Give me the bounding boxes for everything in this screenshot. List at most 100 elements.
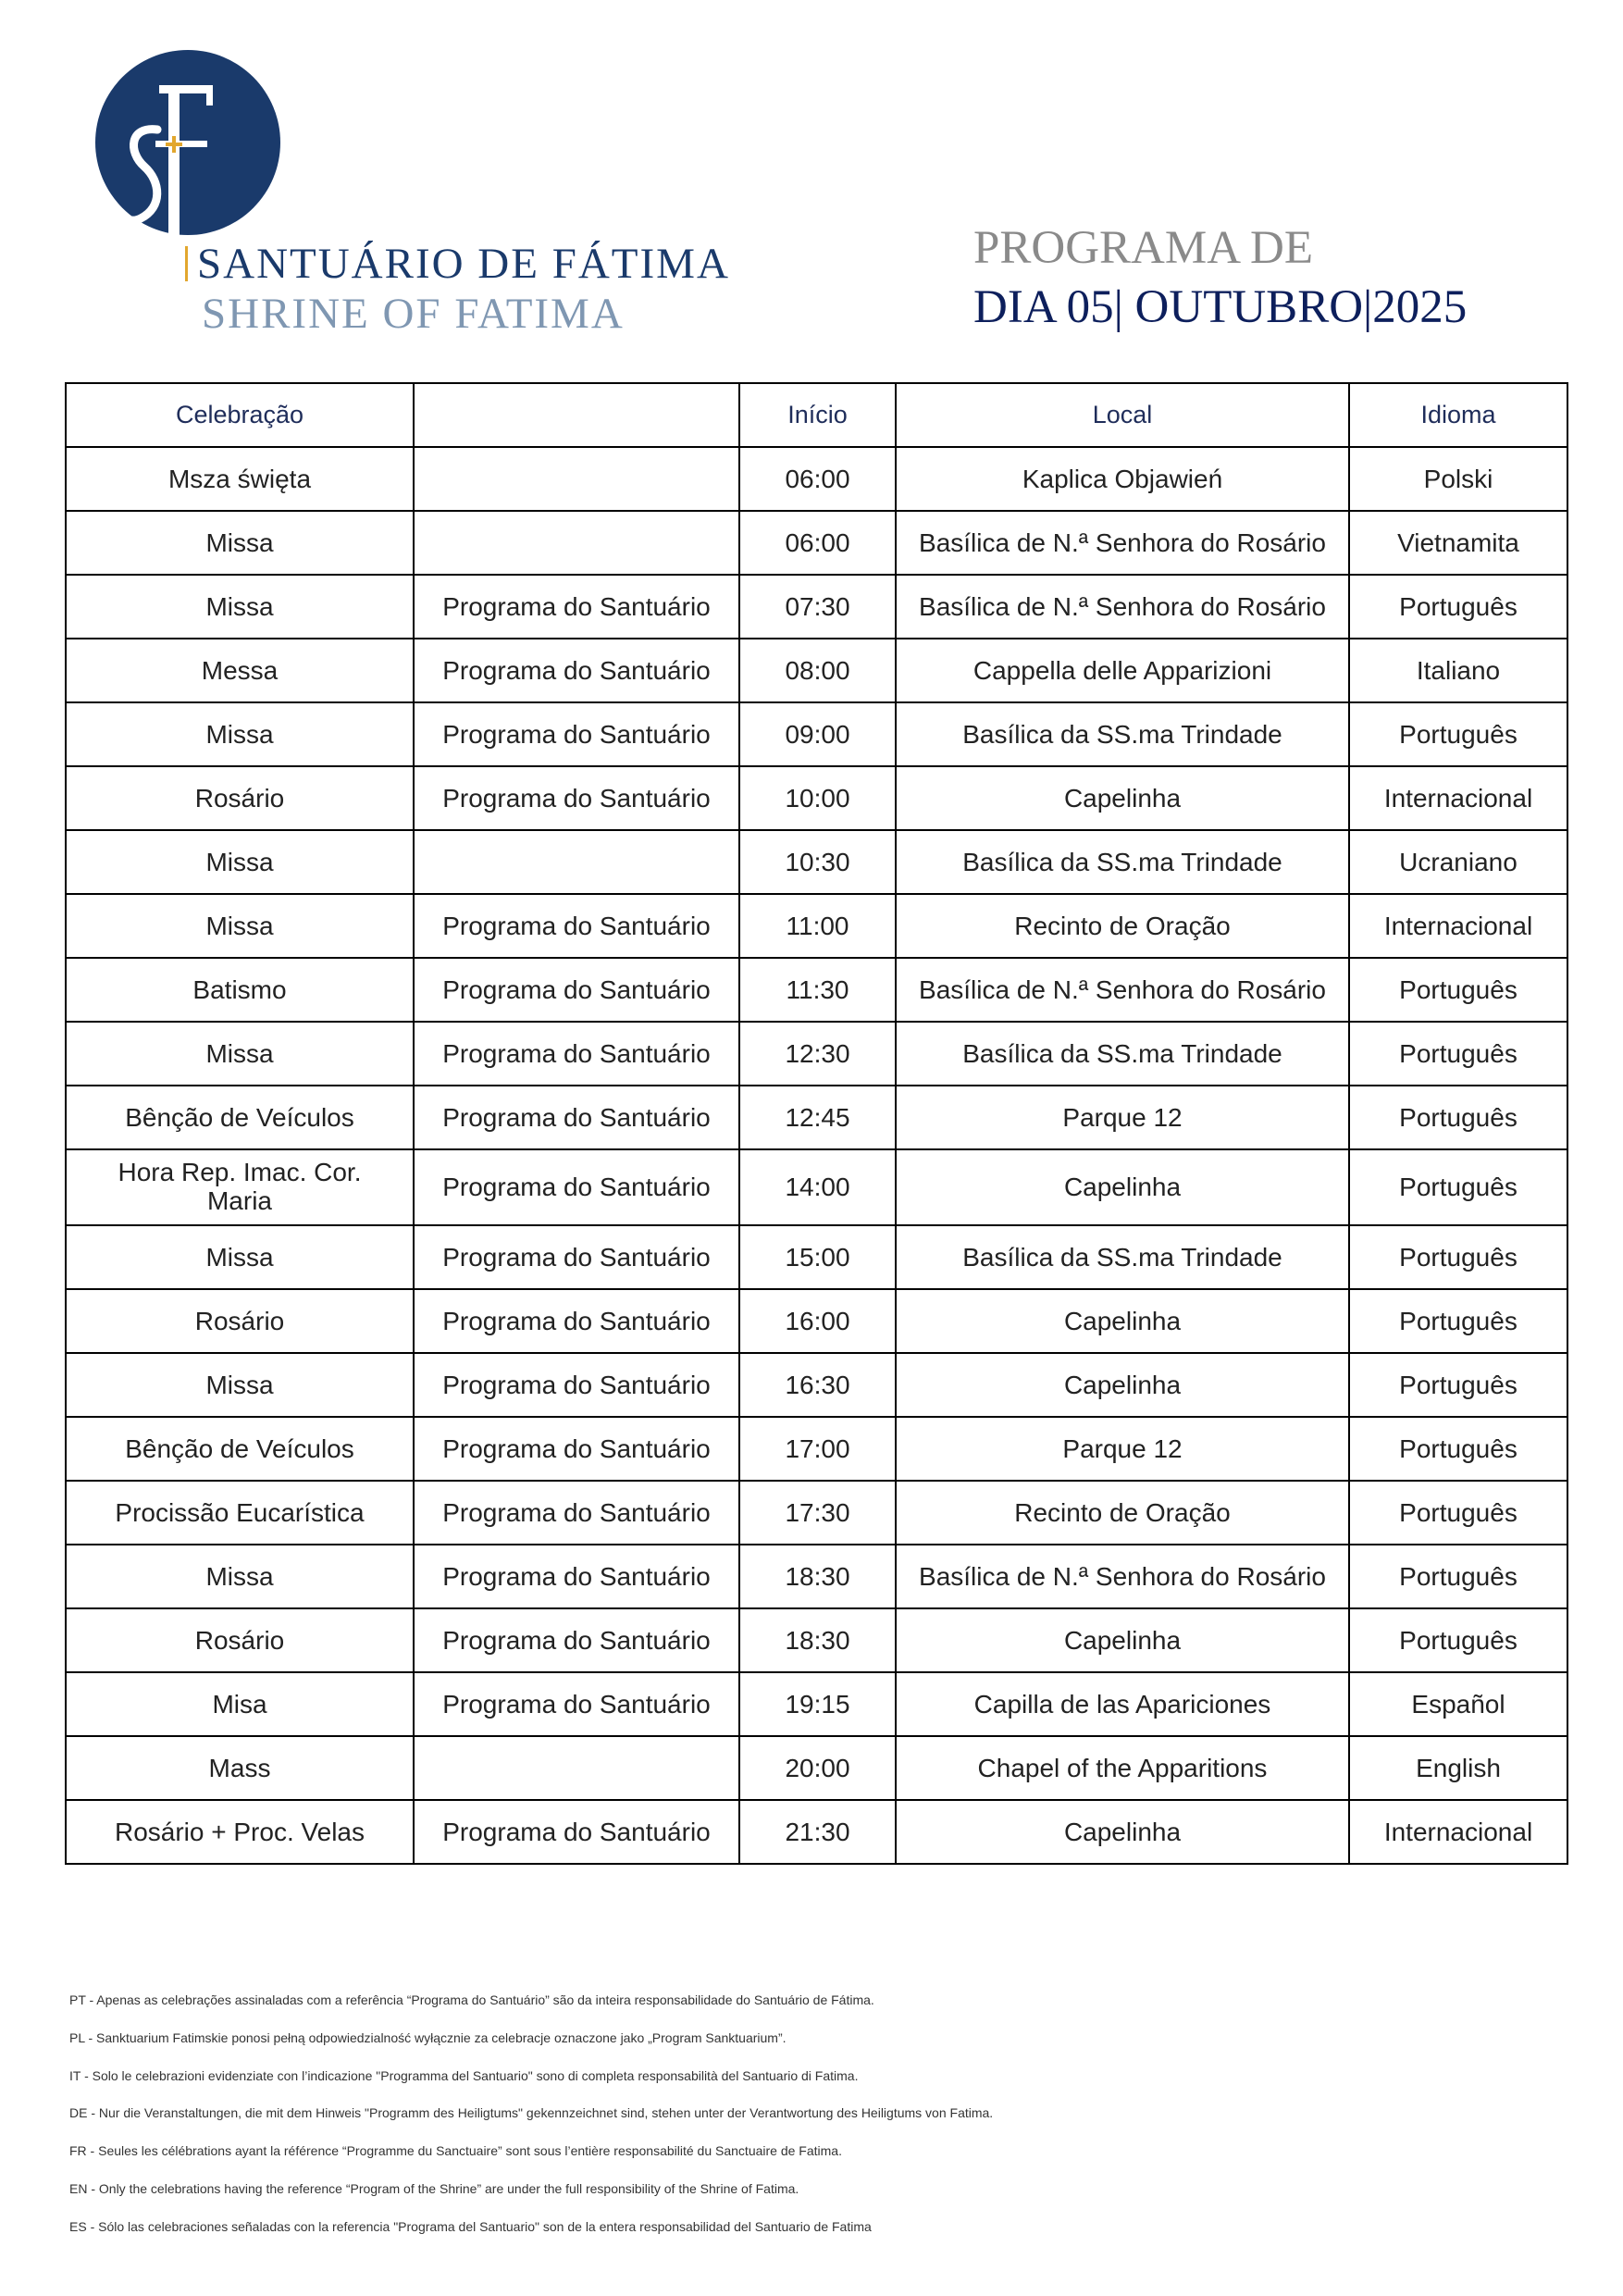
table-row: Rosário Programa do Santuário 18:30 Capelin…	[65, 1607, 1568, 1673]
footnote: ES - Sólo las celebraciones señaladas co…	[69, 2218, 872, 2234]
cell-celebration: Missa	[65, 701, 415, 767]
table-row: Missa Programa do Santuário 15:00 Basílica …	[65, 1224, 1568, 1290]
table-row: Misa Programa do Santuário 19:15 Capilla de…	[65, 1671, 1568, 1737]
cell-start: 18:30	[738, 1544, 897, 1609]
table-row: Hora Rep. Imac. Cor. Maria Programa do Sa…	[65, 1148, 1568, 1226]
brand-name-pt-text: SANTUÁRIO DE FÁTIMA	[197, 240, 730, 288]
cell-program: Programa do Santuário	[413, 1021, 740, 1086]
cell-celebration: Bênção de Veículos	[65, 1416, 415, 1482]
cell-start: 15:00	[738, 1224, 897, 1290]
cell-start: 10:00	[738, 765, 897, 831]
table-row: Rosário Programa do Santuário 10:00 Capelin…	[65, 765, 1568, 831]
cell-language: Português	[1348, 701, 1568, 767]
cell-celebration: Missa	[65, 893, 415, 959]
cell-program: Programa do Santuário	[413, 1544, 740, 1609]
brand-name-en: SHRINE OF FATIMA	[202, 290, 625, 338]
cell-language: Português	[1348, 957, 1568, 1023]
cell-program: Programa do Santuário	[413, 1607, 740, 1673]
cell-program: Programa do Santuário	[413, 574, 740, 639]
cell-location: Basílica da SS.ma Trindade	[895, 829, 1350, 895]
cell-celebration: Missa	[65, 829, 415, 895]
cell-language: Português	[1348, 1148, 1568, 1226]
header-location: Local	[895, 382, 1350, 448]
cell-start: 06:00	[738, 510, 897, 576]
table-row: Missa Programa do Santuário 16:30 Capelinha…	[65, 1352, 1568, 1418]
cell-program: Programa do Santuário	[413, 1480, 740, 1545]
footnotes: PT - Apenas as celebrações assinaladas c…	[69, 1991, 993, 2255]
cell-start: 19:15	[738, 1671, 897, 1737]
table-row: Batismo Programa do Santuário 11:30 Basílic…	[65, 957, 1568, 1023]
cell-program: Programa do Santuário	[413, 765, 740, 831]
cell-language: Italiano	[1348, 638, 1568, 703]
cell-start: 06:00	[738, 446, 897, 512]
footnote: EN - Only the celebrations having the re…	[69, 2180, 799, 2196]
cell-celebration: Mass	[65, 1735, 415, 1801]
brand-name-pt: SANTUÁRIO DE FÁTIMA	[185, 241, 730, 287]
footnote: FR - Seules les célébrations ayant la ré…	[69, 2143, 842, 2159]
cell-celebration: Procissão Eucarística	[65, 1480, 415, 1545]
cell-celebration: Rosário	[65, 1288, 415, 1354]
cell-start: 11:00	[738, 893, 897, 959]
cell-location: Basílica da SS.ma Trindade	[895, 1224, 1350, 1290]
table-row: Bênção de Veículos Programa do Santuário 1…	[65, 1416, 1568, 1482]
cell-language: Português	[1348, 1544, 1568, 1609]
cell-language: Português	[1348, 1021, 1568, 1086]
header-celebration: Celebração	[65, 382, 415, 448]
cell-program	[413, 829, 740, 895]
cell-start: 21:30	[738, 1799, 897, 1865]
header-program	[413, 382, 740, 448]
cell-language: Polski	[1348, 446, 1568, 512]
cell-celebration: Rosário + Proc. Velas	[65, 1799, 415, 1865]
cell-language: Português	[1348, 1085, 1568, 1150]
table-row: Rosário Programa do Santuário 16:00 Capelin…	[65, 1288, 1568, 1354]
cell-celebration: Msza święta	[65, 446, 415, 512]
cell-celebration: Missa	[65, 1224, 415, 1290]
shrine-logo	[95, 50, 280, 242]
cell-location: Basílica da SS.ma Trindade	[895, 701, 1350, 767]
cell-location: Parque 12	[895, 1416, 1350, 1482]
cell-language: English	[1348, 1735, 1568, 1801]
cell-location: Capilla de las Apariciones	[895, 1671, 1350, 1737]
cell-program: Programa do Santuário	[413, 1799, 740, 1865]
cell-start: 16:00	[738, 1288, 897, 1354]
cell-start: 14:00	[738, 1148, 897, 1226]
table-row: Bênção de Veículos Programa do Santuário 1…	[65, 1085, 1568, 1150]
cell-location: Basílica de N.ª Senhora do Rosário	[895, 510, 1350, 576]
cell-start: 10:30	[738, 829, 897, 895]
cell-start: 12:45	[738, 1085, 897, 1150]
cell-location: Basílica de N.ª Senhora do Rosário	[895, 957, 1350, 1023]
cell-celebration: Misa	[65, 1671, 415, 1737]
cell-location: Capelinha	[895, 1607, 1350, 1673]
cell-program: Programa do Santuário	[413, 957, 740, 1023]
cell-location: Capelinha	[895, 1799, 1350, 1865]
cell-location: Recinto de Oração	[895, 893, 1350, 959]
cell-start: 07:30	[738, 574, 897, 639]
cell-start: 16:30	[738, 1352, 897, 1418]
cell-location: Chapel of the Apparitions	[895, 1735, 1350, 1801]
cell-program: Programa do Santuário	[413, 638, 740, 703]
cell-celebration: Missa	[65, 1021, 415, 1086]
cell-language: Português	[1348, 1224, 1568, 1290]
cell-celebration: Bênção de Veículos	[65, 1085, 415, 1150]
table-row: Missa 10:30 Basílica da SS.ma Trindade Ucra…	[65, 829, 1568, 895]
footnote: DE - Nur die Veranstaltungen, die mit de…	[69, 2105, 994, 2121]
cell-celebration: Batismo	[65, 957, 415, 1023]
cell-language: Ucraniano	[1348, 829, 1568, 895]
cell-celebration: Missa	[65, 1544, 415, 1609]
cell-language: Português	[1348, 1416, 1568, 1482]
cell-location: Basílica de N.ª Senhora do Rosário	[895, 574, 1350, 639]
table-row: Missa 06:00 Basílica de N.ª Senhora do Ros…	[65, 510, 1568, 576]
cell-program: Programa do Santuário	[413, 893, 740, 959]
cell-program: Programa do Santuário	[413, 1224, 740, 1290]
table-row: Missa Programa do Santuário 11:00 Recinto d…	[65, 893, 1568, 959]
table-row: Msza święta 06:00 Kaplica Objawień Polski	[65, 446, 1568, 512]
cell-celebration: Rosário	[65, 1607, 415, 1673]
cell-program: Programa do Santuário	[413, 1148, 740, 1226]
cell-location: Kaplica Objawień	[895, 446, 1350, 512]
cell-start: 17:00	[738, 1416, 897, 1482]
table-row: Missa Programa do Santuário 12:30 Basílica …	[65, 1021, 1568, 1086]
cell-location: Recinto de Oração	[895, 1480, 1350, 1545]
footnote: PL - Sanktuarium Fatimskie ponosi pełną …	[69, 2029, 787, 2045]
cell-program: Programa do Santuário	[413, 1671, 740, 1737]
cell-location: Capelinha	[895, 1352, 1350, 1418]
